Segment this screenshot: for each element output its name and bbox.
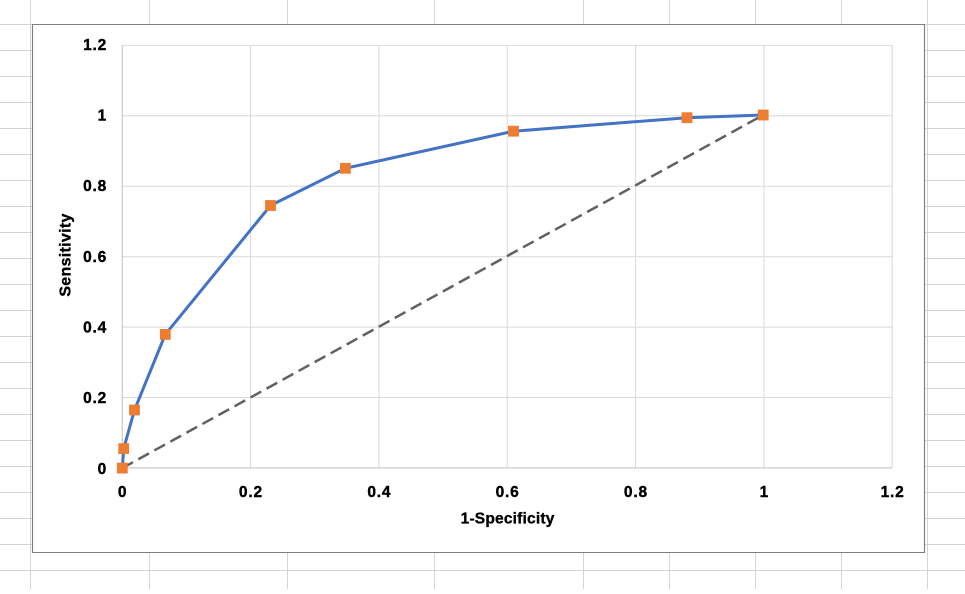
svg-text:0.8: 0.8: [83, 178, 107, 195]
svg-text:0.2: 0.2: [83, 390, 107, 407]
svg-text:0.2: 0.2: [239, 484, 263, 501]
svg-text:1: 1: [98, 108, 107, 125]
svg-text:1-Specificity: 1-Specificity: [461, 510, 555, 527]
svg-text:Sensitivity: Sensitivity: [58, 213, 75, 296]
svg-text:1.2: 1.2: [881, 484, 905, 501]
svg-text:0.6: 0.6: [83, 249, 107, 266]
svg-text:0.4: 0.4: [367, 484, 391, 501]
svg-text:0.6: 0.6: [496, 484, 520, 501]
svg-text:1.2: 1.2: [83, 37, 107, 54]
svg-text:0: 0: [118, 484, 127, 501]
svg-text:1: 1: [760, 484, 769, 501]
svg-text:0: 0: [98, 461, 107, 478]
svg-text:0.8: 0.8: [624, 484, 648, 501]
svg-text:0.4: 0.4: [83, 320, 107, 337]
